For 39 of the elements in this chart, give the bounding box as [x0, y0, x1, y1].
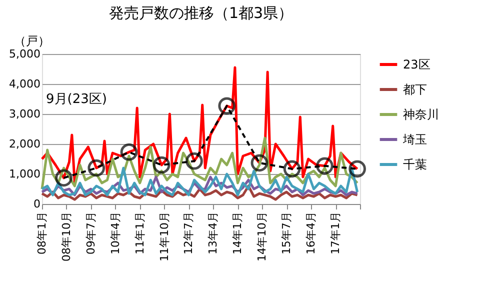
x-tick-label: 13年4月 [206, 212, 220, 254]
chart-title: 発売戸数の推移（1都3県） [108, 4, 294, 22]
legend-label: 神奈川 [403, 108, 439, 122]
y-tick-label: 1,000 [9, 168, 40, 180]
point [250, 154, 268, 172]
x-tick-label: 08年1月 [36, 212, 48, 254]
x-tick-label: 15年7月 [280, 212, 294, 254]
line-series [40, 184, 359, 201]
y-axis-title: （戸） [14, 34, 50, 48]
point [186, 152, 203, 170]
x-tick-label: 10年4月 [108, 212, 122, 254]
point [88, 159, 106, 177]
y-tick-label: 4,000 [9, 78, 40, 90]
x-tick-label: 17年1月 [329, 212, 342, 254]
legend-label: 埼玉 [402, 132, 427, 146]
x-tick-label: 14年1月 [231, 212, 244, 254]
point [283, 160, 301, 178]
legend-label: 千葉 [403, 158, 427, 172]
y-tick-label: 5,000 [9, 48, 40, 60]
y-tick-label: 0 [34, 198, 40, 210]
x-tick-label: 16年4月 [304, 212, 318, 254]
x-tick-label: 09年7月 [84, 212, 98, 254]
y-tick-label: 3,000 [9, 108, 40, 120]
x-tick-label: 14年10月 [256, 212, 269, 262]
legend-label: 都下 [403, 82, 427, 96]
x-tick-label: 11年1月 [133, 212, 146, 254]
line-series [40, 166, 359, 196]
point [316, 157, 334, 175]
x-tick-label: 12年7月 [182, 212, 196, 254]
point [152, 156, 170, 174]
annotation: 9月(23区) [46, 92, 107, 107]
point [55, 169, 72, 187]
x-tick-label: 08年10月 [60, 212, 73, 262]
point [218, 97, 236, 115]
point [120, 143, 138, 161]
x-tick-label: 11年10月 [158, 212, 171, 262]
legend-label: 23区 [403, 58, 430, 72]
y-tick-label: 2,000 [9, 138, 40, 150]
point [348, 160, 366, 178]
